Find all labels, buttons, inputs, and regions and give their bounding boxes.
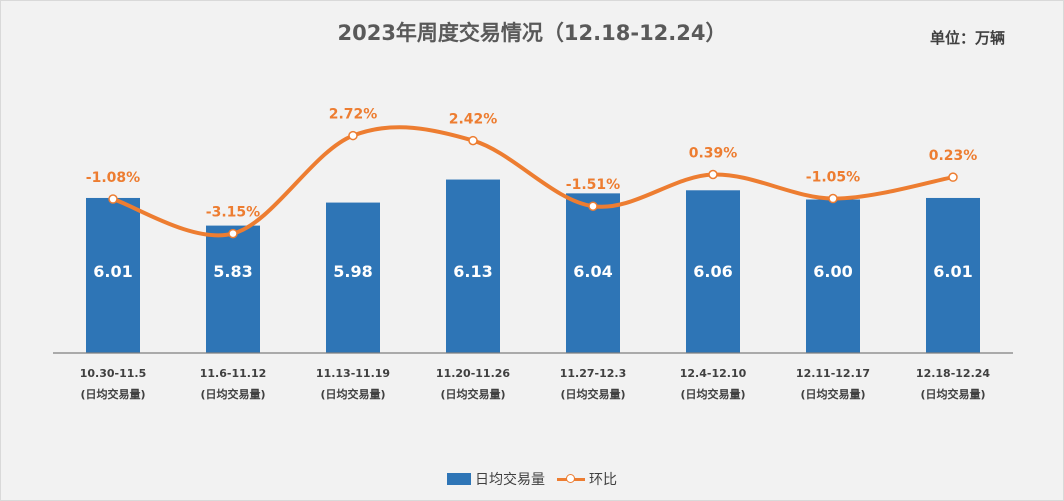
x-tick-sublabel: (日均交易量): [680, 387, 745, 401]
bar-value-label: 5.83: [213, 262, 252, 281]
bar: [206, 225, 260, 353]
bar-value-label: 6.04: [573, 262, 612, 281]
bar: [566, 193, 620, 353]
x-tick-label: 12.4-12.10: [680, 367, 747, 380]
bar-value-label: 6.13: [453, 262, 492, 281]
x-tick-label: 12.18-12.24: [916, 367, 990, 380]
x-tick-sublabel: (日均交易量): [800, 387, 865, 401]
x-tick-label: 12.11-12.17: [796, 367, 870, 380]
legend-item-bar: 日均交易量: [447, 469, 545, 489]
line-value-label: -1.51%: [566, 177, 620, 193]
chart-title: 2023年周度交易情况（12.18-12.24）: [337, 21, 727, 45]
bar-value-label: 5.98: [333, 262, 372, 281]
bar: [806, 199, 860, 353]
line-value-label: -1.05%: [806, 170, 860, 186]
line-point: [588, 201, 598, 211]
legend-line-label: 环比: [589, 472, 617, 488]
x-tick-label: 11.20-11.26: [436, 367, 510, 380]
x-tick-sublabel: (日均交易量): [440, 387, 505, 401]
line-value-label: 2.72%: [329, 107, 378, 123]
bar: [686, 190, 740, 353]
line-value-label: 0.23%: [929, 148, 978, 164]
unit-label: 单位：万辆: [929, 29, 1005, 47]
line-point: [348, 130, 358, 141]
x-tick-sublabel: (日均交易量): [80, 387, 145, 401]
line-series: [111, 125, 955, 238]
legend-item-line: 环比: [557, 469, 617, 489]
bar: [446, 179, 500, 353]
line-point: [708, 169, 718, 180]
bar-value-label: 6.00: [813, 262, 852, 281]
x-tick-label: 10.30-11.5: [80, 367, 147, 380]
x-tick-sublabel: (日均交易量): [920, 387, 985, 401]
legend-line-swatch: [557, 473, 585, 485]
line-point: [468, 135, 478, 146]
x-tick-sublabel: (日均交易量): [200, 387, 265, 401]
legend-bar-label: 日均交易量: [475, 472, 545, 488]
x-tick-label: 11.13-11.19: [316, 367, 390, 380]
line-point: [828, 193, 838, 204]
line-point: [228, 228, 238, 239]
bar-value-label: 6.01: [93, 262, 132, 281]
x-tick-label: 11.27-12.3: [560, 367, 627, 380]
line-value-label: 2.42%: [449, 112, 498, 128]
line-point: [108, 194, 118, 204]
bar: [326, 202, 380, 353]
legend: 日均交易量 环比: [1, 469, 1063, 489]
line-point: [948, 172, 958, 182]
x-tick-sublabel: (日均交易量): [320, 387, 385, 401]
line-value-label: -1.08%: [86, 170, 140, 186]
bar: [926, 197, 980, 353]
bar-value-label: 6.06: [693, 262, 732, 281]
x-tick-label: 11.6-11.12: [200, 367, 267, 380]
line-value-label: -3.15%: [206, 205, 260, 221]
legend-bar-swatch: [447, 473, 471, 485]
line-value-label: 0.39%: [689, 145, 738, 161]
bar: [86, 197, 140, 353]
x-tick-sublabel: (日均交易量): [560, 387, 625, 401]
bar-value-label: 6.01: [933, 262, 972, 281]
